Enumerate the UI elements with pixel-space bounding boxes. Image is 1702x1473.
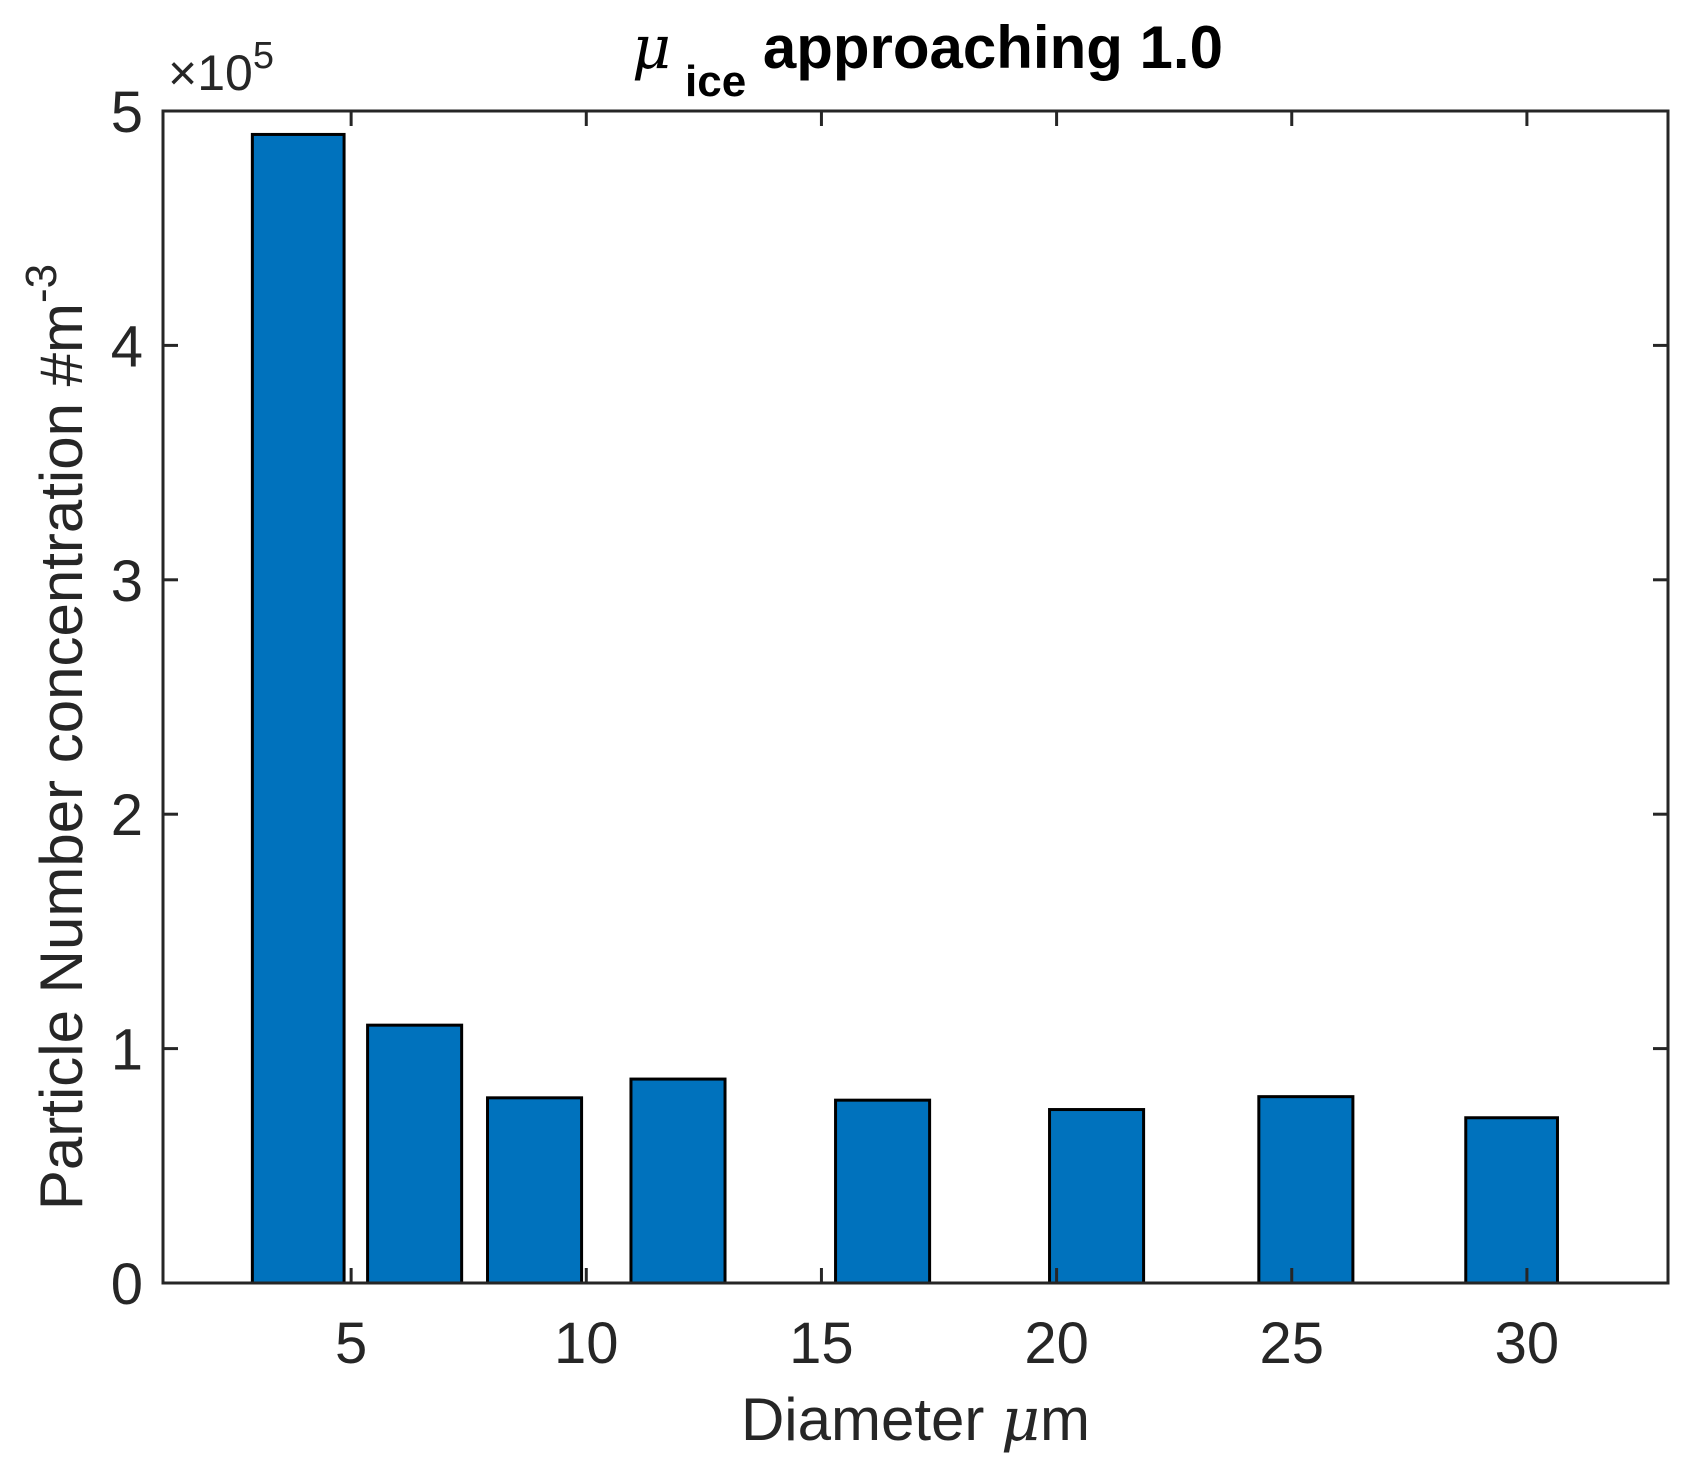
bar-4 — [629, 1077, 727, 1285]
title-text: approaching 1.0 — [746, 14, 1223, 81]
x-tick-label: 15 — [789, 1311, 854, 1376]
y-axis-label-superscript: -3 — [17, 264, 66, 303]
bar-3 — [486, 1096, 584, 1285]
y-tick-label: 3 — [111, 549, 143, 614]
bar-5 — [834, 1098, 932, 1285]
y-tick-label: 4 — [111, 314, 143, 379]
bar-7 — [1257, 1095, 1355, 1285]
x-tick-label: 25 — [1259, 1311, 1324, 1376]
title-symbol: μ — [632, 13, 671, 83]
plot-area-frame — [161, 109, 1670, 1285]
title-subscript: ice — [685, 57, 746, 106]
y-tick-label: 5 — [111, 80, 143, 145]
x-axis-label-symbol: μ — [1001, 1385, 1040, 1455]
bar-2 — [366, 1023, 464, 1285]
y-tick-label: 2 — [111, 783, 143, 848]
x-axis-label: Diameter μm — [741, 1385, 1090, 1455]
bar-8 — [1464, 1116, 1559, 1285]
x-tick-label: 30 — [1495, 1311, 1560, 1376]
x-tick-label: 10 — [554, 1311, 619, 1376]
y-tick-label: 0 — [111, 1252, 143, 1317]
x-axis-label-text: Diameter — [741, 1386, 1001, 1453]
y-axis-exponent-power: 5 — [253, 35, 274, 77]
y-axis-exponent-prefix: ×10 — [168, 45, 253, 101]
y-tick-label: 1 — [111, 1018, 143, 1083]
y-axis-label: Particle Number concentration #m-3 — [17, 264, 95, 1210]
bar-6 — [1048, 1108, 1146, 1285]
y-axis-exponent: ×105 — [168, 35, 274, 101]
x-tick-label: 5 — [335, 1311, 367, 1376]
bars-layer — [250, 132, 1559, 1285]
x-axis-label-unit: m — [1040, 1386, 1090, 1453]
labels-layer: 5 10 15 20 25 30 0 1 2 3 4 5 — [111, 80, 1559, 1376]
y-axis-label-text: Particle Number concentration #m — [28, 303, 95, 1210]
bar-1 — [250, 132, 346, 1285]
chart-title: μ ice approaching 1.0 — [632, 13, 1223, 106]
x-tick-label: 20 — [1024, 1311, 1089, 1376]
